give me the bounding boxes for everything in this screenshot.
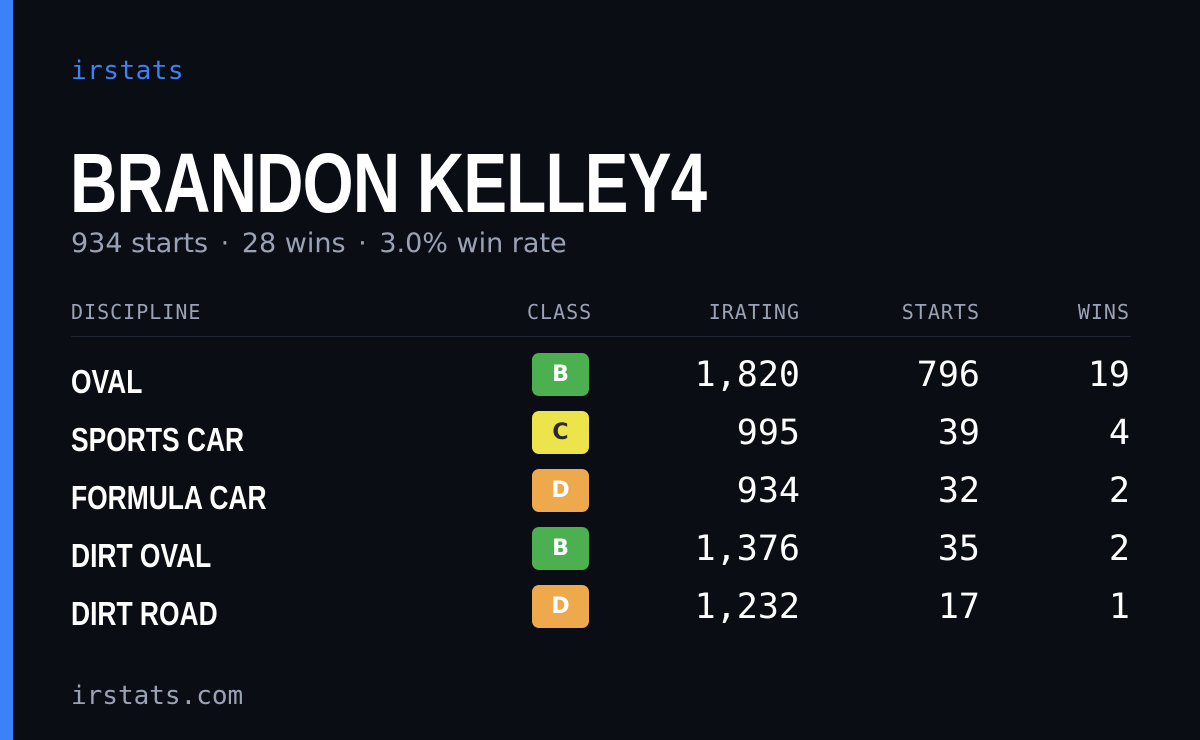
class-badge: D xyxy=(532,585,589,628)
wins-value: 19 xyxy=(1087,355,1130,395)
driver-summary: 934 starts · 28 wins · 3.0% win rate xyxy=(71,228,567,259)
discipline-name: SPORTS CAR xyxy=(71,421,245,458)
summary-wins: 28 wins xyxy=(241,228,346,259)
wins-value: 2 xyxy=(1108,529,1130,569)
discipline-name: DIRT ROAD xyxy=(71,595,218,632)
header-starts: STARTS xyxy=(901,300,980,324)
starts-value: 39 xyxy=(937,413,980,453)
driver-name: BRANDON KELLEY4 xyxy=(70,136,707,230)
irating-value: 1,820 xyxy=(694,355,800,395)
irating-value: 995 xyxy=(736,413,800,453)
discipline-name: OVAL xyxy=(71,363,143,400)
header-wins: WINS xyxy=(1077,300,1130,324)
summary-starts: 934 starts xyxy=(71,228,209,259)
starts-value: 32 xyxy=(937,471,980,511)
starts-value: 796 xyxy=(916,355,980,395)
table-header: DISCIPLINE CLASS IRATING STARTS WINS xyxy=(71,300,1131,337)
discipline-table: DISCIPLINE CLASS IRATING STARTS WINS OVA… xyxy=(71,300,1131,643)
class-badge: B xyxy=(532,353,589,396)
class-badge: D xyxy=(532,469,589,512)
summary-winrate: 3.0% win rate xyxy=(379,228,567,259)
table-body: OVAL B 1,820 796 19 SPORTS CAR C 995 39 … xyxy=(71,353,1131,643)
header-discipline: DISCIPLINE xyxy=(71,300,202,324)
brand-logo-text: irstats xyxy=(71,56,185,86)
discipline-name: FORMULA CAR xyxy=(71,479,267,516)
wins-value: 2 xyxy=(1108,471,1130,511)
table-row: FORMULA CAR D 934 32 2 xyxy=(71,469,1131,527)
table-row: DIRT OVAL B 1,376 35 2 xyxy=(71,527,1131,585)
summary-separator: · xyxy=(220,228,230,259)
footer-url: irstats.com xyxy=(71,681,244,711)
table-row: SPORTS CAR C 995 39 4 xyxy=(71,411,1131,469)
starts-value: 35 xyxy=(937,529,980,569)
class-badge: C xyxy=(532,411,589,454)
irating-value: 1,232 xyxy=(694,587,800,627)
starts-value: 17 xyxy=(937,587,980,627)
class-badge: B xyxy=(532,527,589,570)
discipline-name: DIRT OVAL xyxy=(71,537,212,574)
header-irating: IRATING xyxy=(708,300,800,324)
irating-value: 934 xyxy=(736,471,800,511)
wins-value: 1 xyxy=(1108,587,1130,627)
header-class: CLASS xyxy=(527,300,593,324)
table-row: OVAL B 1,820 796 19 xyxy=(71,353,1131,411)
irating-value: 1,376 xyxy=(694,529,800,569)
wins-value: 4 xyxy=(1108,413,1130,453)
accent-bar xyxy=(0,0,13,740)
table-row: DIRT ROAD D 1,232 17 1 xyxy=(71,585,1131,643)
summary-separator: · xyxy=(358,228,367,259)
